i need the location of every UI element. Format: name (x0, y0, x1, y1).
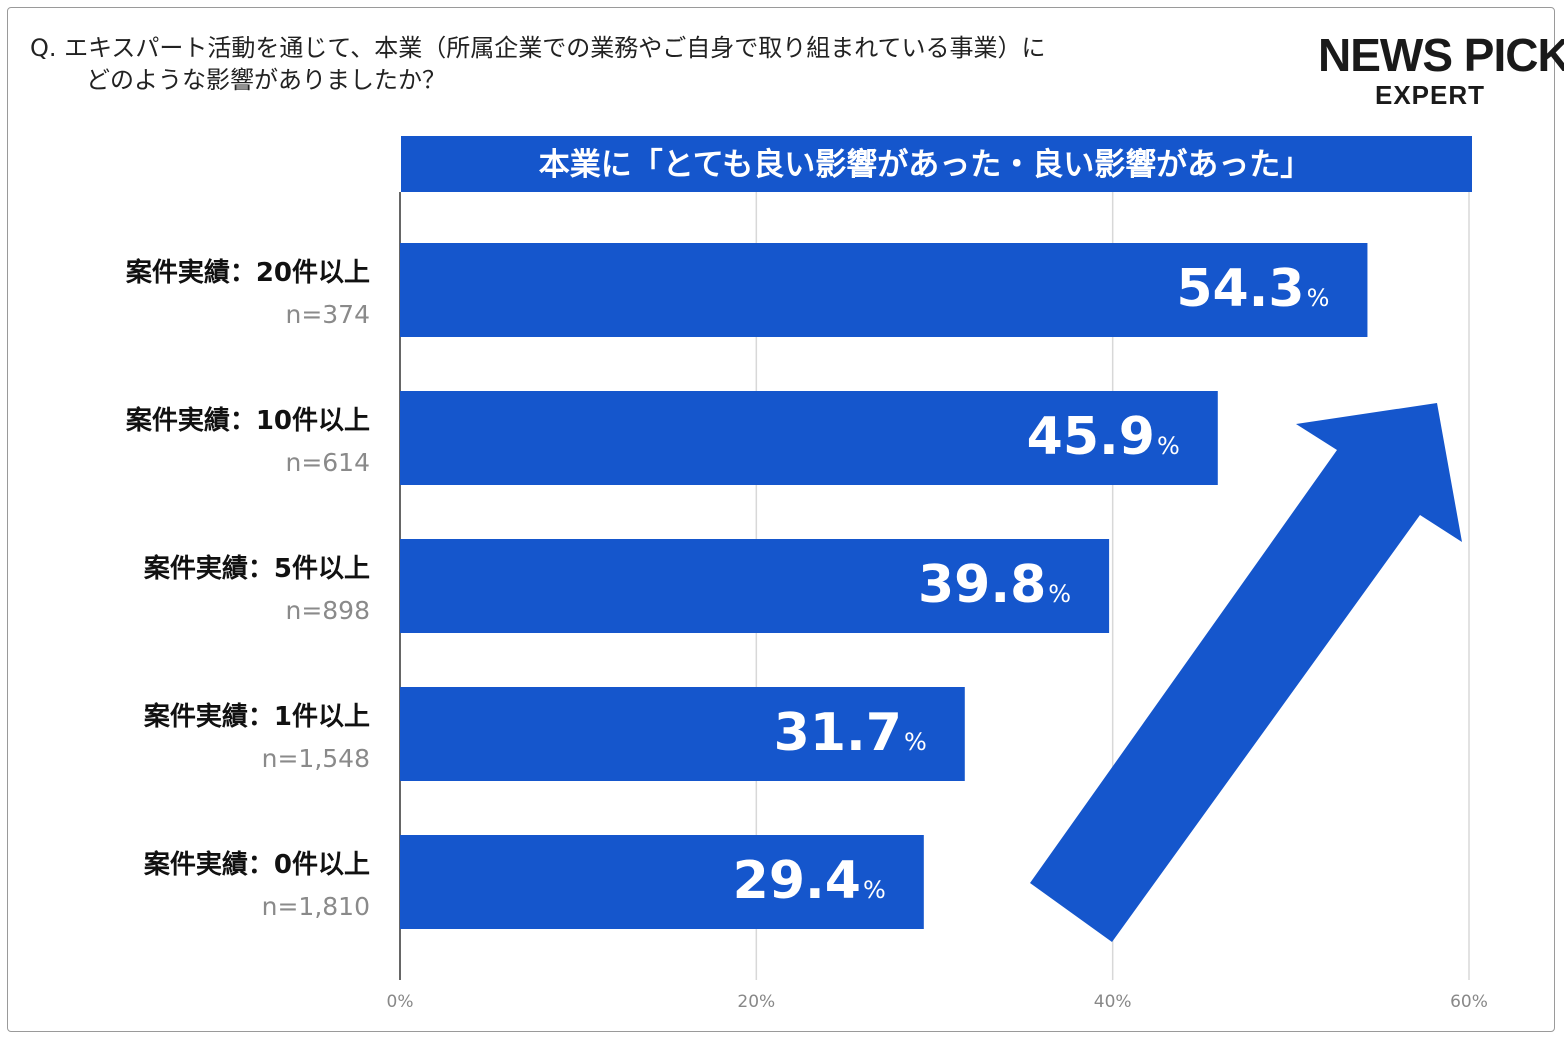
sample-size-label: n=374 (285, 300, 370, 329)
question-line-1: Q. エキスパート活動を通じて、本業（所属企業での業務やご自身で取り組まれている… (30, 34, 1046, 62)
category-label: 案件実績：20件以上 (125, 257, 370, 288)
bar (400, 835, 924, 929)
chart-frame (7, 7, 1555, 1032)
x-tick-label: 60% (1450, 992, 1488, 1012)
data-label: 45.9% (1027, 407, 1180, 467)
category-label: 案件実績：0件以上 (143, 849, 370, 880)
bar (400, 243, 1368, 337)
data-label-unit: % (1157, 432, 1180, 460)
data-label-value: 29.4 (733, 851, 861, 911)
x-tick-label: 20% (737, 992, 775, 1012)
bar (400, 539, 1110, 633)
sample-size-label: n=1,548 (262, 744, 370, 773)
data-label: 54.3% (1176, 259, 1329, 319)
question-line-2: どのような影響がありましたか？ (86, 66, 446, 94)
data-label-unit: % (1048, 580, 1071, 608)
logo-main-text: NEWS PICKS (1318, 29, 1564, 81)
sample-size-label: n=898 (285, 596, 370, 625)
chart-title-banner (401, 136, 1472, 192)
sample-size-label: n=614 (285, 448, 370, 477)
data-label: 31.7% (774, 703, 927, 763)
newspicks-expert-logo: NEWS PICKS EXPERT (1318, 29, 1564, 110)
data-label-value: 31.7 (774, 703, 902, 763)
data-label: 29.4% (733, 851, 886, 911)
trend-arrow (1030, 403, 1462, 942)
data-label-value: 39.8 (918, 555, 1046, 615)
chart-title: 本業に「とても良い影響があった・良い影響があった」 (539, 147, 1312, 183)
sample-size-label: n=1,810 (262, 892, 370, 921)
data-label-unit: % (904, 728, 927, 756)
category-label: 案件実績：5件以上 (143, 553, 370, 584)
data-label-unit: % (1307, 284, 1330, 312)
category-label: 案件実績：10件以上 (125, 405, 370, 436)
x-tick-label: 0% (387, 992, 414, 1012)
survey-question: Q. エキスパート活動を通じて、本業（所属企業での業務やご自身で取り組まれている… (30, 32, 1260, 96)
x-tick-label: 40% (1094, 992, 1132, 1012)
category-label: 案件実績：1件以上 (143, 701, 370, 732)
logo-sub-text: EXPERT (1374, 80, 1486, 110)
data-label-value: 54.3 (1176, 259, 1304, 319)
bar (400, 391, 1218, 485)
data-label: 39.8% (918, 555, 1071, 615)
data-label-unit: % (863, 876, 886, 904)
bar (400, 687, 965, 781)
data-label-value: 45.9 (1027, 407, 1155, 467)
